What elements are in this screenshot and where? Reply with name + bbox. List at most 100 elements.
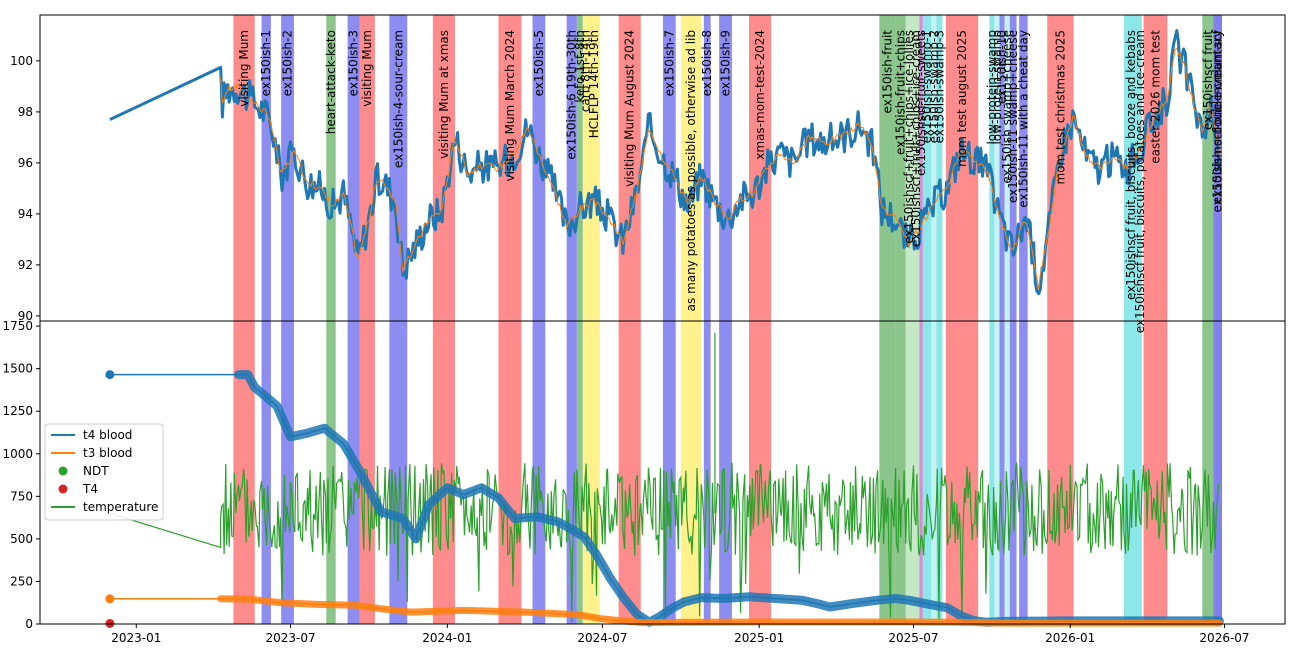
band-top [1143,15,1168,321]
t3-blood-thick [217,595,1223,627]
band-bottom [919,321,923,624]
band-label: low-protein-swamp [985,30,999,145]
weight-smoothed-line [220,47,1220,290]
x-tick-label: 2026-01 [1045,631,1095,645]
band-label: ex150ish-scf-one-involuntary [1211,30,1225,204]
band-bottom [576,321,583,624]
band-bottom [912,321,920,624]
band-bottom [719,321,732,624]
band-top [936,15,943,321]
band-top [326,15,336,321]
band-label: ex150ish-no-double-cream-scf [1211,29,1225,212]
y-tick-label-top: 96 [18,156,33,170]
legend-label: NDT [83,464,109,478]
band-label: xmas-mom-test-2024 [753,30,767,160]
band-label: ex150ishscf fruit [1201,30,1215,130]
band-top [680,15,702,321]
band-label: ex150ish-10 [995,30,1009,104]
band-top [582,15,588,321]
band-label: mom test christmas 2025 [1053,30,1067,184]
y-tick-label-top: 90 [18,309,33,323]
bottom-panel-frame [39,320,1286,625]
band-label: ex150ish-7 [662,30,676,96]
legend: t4 blood t3 blood NDT T4 temperature [44,423,164,521]
t3-blood-point [105,594,115,604]
weight-raw-line [109,29,1221,296]
t4-dose-point [105,618,115,628]
band-bottom [1004,321,1010,624]
band-top [1202,15,1214,321]
x-tick-label: 2024-07 [577,631,627,645]
legend-label: t3 blood [83,446,132,460]
band-bottom [1213,321,1222,624]
band-bottom [879,321,896,624]
band-bottom [895,321,906,624]
band-label: visiting Mum [237,30,251,107]
y-tick-label-bottom: 1750 [2,319,33,333]
band-top [1019,15,1028,321]
band-bottom [566,321,577,624]
x-tick-label: 2025-01 [734,631,784,645]
band-label: ex150ish swamp+cheese [1000,30,1014,184]
y-tick-label-bottom: 0 [25,617,33,631]
band-top [748,15,772,321]
band-label: ex150ish-9 [719,30,733,96]
band-label: ex150ish-fruit [880,30,894,114]
band-bottom [680,321,702,624]
y-tick-label-bottom: 1500 [2,362,33,376]
legend-label: t4 blood [83,428,132,442]
t4-blood-thick [234,370,1224,627]
band-top [931,15,937,321]
band-bottom [1143,321,1168,624]
band-top [999,15,1005,321]
band-label: visiting Mum [360,30,374,107]
band-bottom [1009,321,1017,624]
y-tick-label-bottom: 1000 [2,447,33,461]
x-tick-label: 2023-01 [111,631,161,645]
band-label: visiting Mum at xmas [437,30,451,159]
band-label: ex150ishscf fruit, biscuits, potatoes an… [1133,30,1147,333]
band-label: ex150ishscf-fruit-sweets [914,30,928,176]
band-label: mom test august 2025 [955,30,969,167]
y-tick-label-top: 94 [18,207,33,221]
band-label: low-protein-swamp [990,30,1004,145]
band-label: ex150ish-11 swamp+cheese [1006,30,1020,203]
band-bottom [922,321,932,624]
band-bottom [1123,321,1139,624]
legend-label: T4 [82,482,98,496]
band-label: ex150ish-1 [259,30,273,96]
band-top [879,15,896,321]
band-label: ex150ish-5 [532,30,546,96]
band-label: as many potatoes as possible, otherwise … [684,30,698,311]
band-labels: visiting Mum ex150ish-1 ex150ish-2 heart-at… [237,29,1225,333]
band-bottom [618,321,641,624]
band-top [922,15,932,321]
axes: 9092949698100025050075010001250150017502… [2,14,1286,645]
band-top [912,15,920,321]
x-tick-label: 2025-07 [888,631,938,645]
bottom-panel-series [105,332,1224,628]
legend-label: temperature [83,500,158,514]
t4-blood-point [105,370,115,380]
band-top [994,15,1000,321]
band-label: ex150ish-swamp-2 [927,30,941,143]
x-tick-label: 2023-07 [265,631,315,645]
band-bottom [389,321,408,624]
band-bottom [587,321,600,624]
y-tick-label-top: 98 [18,105,33,119]
band-label: ex150ish-3 [347,30,361,96]
y-tick-label-top: 92 [18,258,33,272]
legend-swatch [58,466,68,476]
band-bottom [999,321,1005,624]
band-bottom [989,321,995,624]
band-top [347,15,360,321]
y-tick-label-bottom: 1250 [2,404,33,418]
y-tick-label-bottom: 250 [10,574,33,588]
band-bottom [1202,321,1214,624]
band-top [895,15,906,321]
band-top [576,15,583,321]
band-top [566,15,577,321]
band-bottom [1138,321,1142,624]
y-tick-label-bottom: 500 [10,532,33,546]
